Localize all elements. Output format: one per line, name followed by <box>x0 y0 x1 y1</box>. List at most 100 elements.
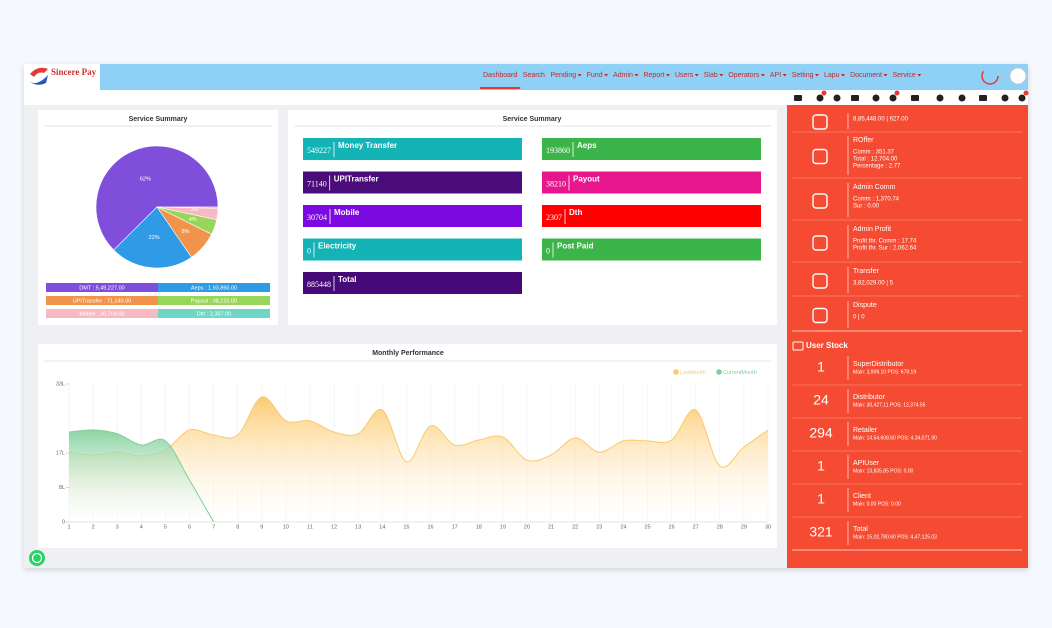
x-tick-label: 23 <box>596 524 602 530</box>
x-tick-label: 3 <box>116 524 119 530</box>
x-tick-label: 16 <box>427 524 433 530</box>
nav-item[interactable]: Dashboard <box>483 72 517 79</box>
toolbar-icon[interactable] <box>958 94 966 102</box>
caret <box>604 74 609 77</box>
caret <box>665 74 670 77</box>
tile-value: 193860 <box>546 146 570 155</box>
tile-value: 30704 <box>307 213 327 222</box>
item-title: ROffer <box>853 137 874 144</box>
x-tick-label: 2 <box>92 524 95 530</box>
toolbar-icon[interactable] <box>889 94 897 102</box>
caret <box>917 74 922 77</box>
legend-swatch <box>158 309 270 318</box>
item-line: 3,82,029.00 | 5 <box>853 281 894 287</box>
stock-detail: Main: 14,54,608.60 POS: 4,34,071.90 <box>853 435 937 441</box>
legend-swatch <box>158 296 270 305</box>
stock-detail: Main: 30,427.11 POS: 12,374.55 <box>853 402 926 408</box>
x-tick-label: 28 <box>717 524 723 530</box>
item-line: Comm : 1,370.74 <box>853 197 900 203</box>
navbar <box>100 64 1028 90</box>
item-line: Profit thr. Sur : 2,062.64 <box>853 246 917 252</box>
caret <box>782 74 787 77</box>
legend-swatch <box>46 283 158 292</box>
toolbar-icon[interactable] <box>911 95 919 101</box>
service-tile[interactable] <box>542 171 761 194</box>
avatar[interactable] <box>1009 67 1027 85</box>
nav-item[interactable]: Lapu <box>824 72 840 79</box>
nav-item[interactable]: Operators <box>728 72 760 79</box>
legend-swatch <box>46 296 158 305</box>
service-tile[interactable] <box>542 238 761 261</box>
caret <box>694 74 699 77</box>
stock-detail: Main: 3,909.10 POS: 678.19 <box>853 369 916 375</box>
tile-value: 71140 <box>307 179 327 188</box>
sidebar <box>787 105 1028 568</box>
x-tick-label: 8 <box>236 524 239 530</box>
toolbar-icon[interactable] <box>851 95 859 101</box>
area-line <box>68 396 769 468</box>
area-line <box>68 429 215 523</box>
service-tile[interactable] <box>542 138 761 160</box>
legend-swatch <box>158 283 270 292</box>
sidebar-icon <box>812 193 828 209</box>
caret <box>883 74 888 77</box>
whatsapp[interactable] <box>29 550 45 566</box>
item-line: Total : 12,704.00 <box>853 157 898 163</box>
legend-label: Mobile : 30,704.00 <box>79 311 124 317</box>
y-tick-label: 33L <box>56 381 65 387</box>
nav-item[interactable]: API <box>770 72 781 79</box>
service-tile[interactable] <box>542 205 761 227</box>
tile-label: Aeps <box>577 141 597 150</box>
card-title: Monthly Performance <box>372 350 444 357</box>
y-tick-label: 17L <box>56 450 65 456</box>
nav-item[interactable]: Search <box>523 72 545 79</box>
tile-value: 2307 <box>546 213 562 222</box>
nav-item[interactable]: Report <box>643 72 664 79</box>
toolbar-icon[interactable] <box>936 94 944 102</box>
toolbar-icon[interactable] <box>833 94 841 102</box>
pie-slice <box>95 145 219 251</box>
stock-count: 294 <box>809 425 833 441</box>
x-tick-label: 11 <box>307 524 313 530</box>
nav-item[interactable]: Admin <box>613 72 633 79</box>
item-line: 0 | 0 <box>853 315 865 321</box>
x-tick-label: 19 <box>500 524 506 530</box>
timer <box>981 67 999 85</box>
nav-item[interactable]: Service <box>892 72 915 79</box>
nav-item[interactable]: Fund <box>587 72 603 79</box>
pie-slice <box>113 206 192 269</box>
logo-mark <box>30 75 48 85</box>
service-tile[interactable] <box>303 138 522 160</box>
service-tile[interactable] <box>303 272 522 294</box>
nav-item[interactable]: Document <box>850 72 882 79</box>
toolbar-icon[interactable] <box>794 95 802 101</box>
area-fill <box>69 429 214 522</box>
caret <box>841 74 846 77</box>
nav-item[interactable]: Pending <box>550 72 576 79</box>
pie-slice <box>156 206 219 209</box>
item-title: Admin Profit <box>853 226 891 233</box>
x-tick-label: 1 <box>67 524 70 530</box>
x-tick-label: 21 <box>548 524 554 530</box>
stock-count: 1 <box>817 491 825 507</box>
sidebar-icon <box>812 307 828 324</box>
service-tile[interactable] <box>303 205 522 227</box>
stock-count: 1 <box>817 359 825 375</box>
toolbar-icon[interactable] <box>872 94 880 102</box>
toolbar-icon[interactable] <box>979 95 987 101</box>
toolbar-icon[interactable] <box>1001 94 1009 102</box>
nav-item[interactable]: Slab <box>704 72 718 79</box>
nav-item[interactable]: Users <box>675 72 694 79</box>
stock-name: APIUser <box>853 460 880 467</box>
stock-detail: Main: 15,02,780.60 POS: 4,47,125.03 <box>853 534 937 540</box>
service-tile[interactable] <box>303 171 522 194</box>
toolbar-icon[interactable] <box>1018 94 1026 102</box>
legend-label: Dth : 2,307.00 <box>197 311 232 317</box>
toolbar-icon[interactable] <box>816 94 824 102</box>
nav-item[interactable]: Setting <box>792 72 814 79</box>
item-line: Comm : 351.37 <box>853 150 895 156</box>
legend-marker <box>716 369 722 375</box>
service-tile[interactable] <box>303 238 522 261</box>
badge <box>894 90 900 96</box>
